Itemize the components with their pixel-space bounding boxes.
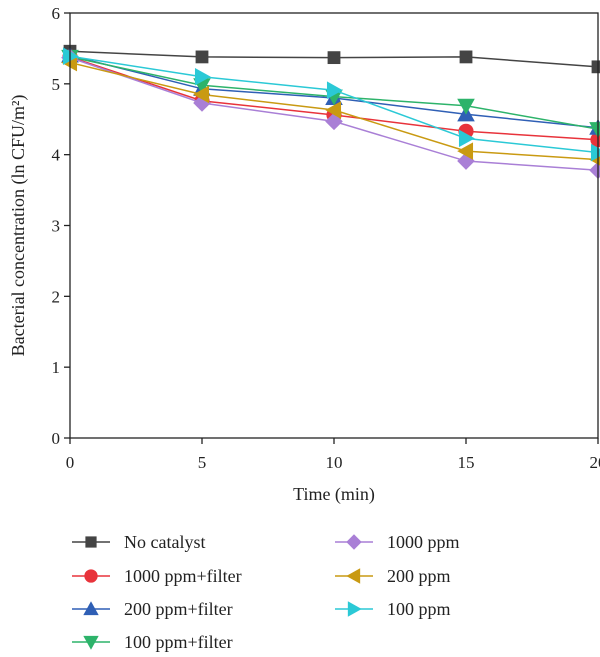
legend-label: 1000 ppm+filter (124, 566, 242, 586)
x-tick-label: 0 (66, 453, 75, 472)
data-point (195, 50, 209, 64)
legend-item: 200 ppm (335, 566, 451, 586)
data-point (589, 122, 600, 138)
data-point (459, 50, 473, 64)
legend-label: 100 ppm+filter (124, 632, 233, 652)
data-point (325, 101, 342, 119)
y-tick-label: 6 (52, 4, 61, 23)
legend-item: No catalyst (72, 532, 205, 552)
y-tick-label: 3 (52, 217, 61, 236)
plot-area (61, 44, 600, 180)
x-tick-label: 5 (198, 453, 207, 472)
y-tick-label: 4 (52, 146, 61, 165)
y-tick-label: 1 (52, 358, 61, 377)
data-point (62, 47, 79, 66)
data-point (326, 81, 343, 100)
legend-marker (85, 536, 97, 548)
legend-marker (347, 601, 362, 617)
legend-marker (346, 568, 361, 584)
legend-label: 200 ppm (387, 566, 451, 586)
legend-item: 200 ppm+filter (72, 599, 233, 619)
x-axis-title: Time (min) (293, 484, 375, 505)
legend-marker (83, 601, 99, 616)
data-point (457, 142, 474, 160)
x-tick-label: 15 (458, 453, 475, 472)
y-tick-label: 5 (52, 75, 61, 94)
legend-marker (346, 534, 362, 550)
legend-item: 1000 ppm+filter (72, 566, 242, 586)
data-point (457, 152, 475, 170)
legend-marker (84, 569, 98, 583)
legend-label: No catalyst (124, 532, 205, 552)
y-tick-label: 2 (52, 287, 61, 306)
y-axis-title: Bacterial concentration (ln CFU/m²) (8, 95, 29, 357)
data-point (591, 60, 600, 74)
data-point (457, 98, 475, 115)
legend-item: 1000 ppm (335, 532, 460, 552)
data-point (589, 161, 600, 180)
data-point (458, 129, 475, 148)
series-no-catalyst (63, 44, 600, 74)
legend-label: 1000 ppm (387, 532, 460, 552)
data-point (327, 51, 341, 65)
legend-item: 100 ppm (335, 599, 451, 619)
legend-label: 100 ppm (387, 599, 451, 619)
plot-frame (69, 12, 599, 439)
x-tick-label: 20 (590, 453, 600, 472)
legend: No catalyst 1000 ppm+filter 200 ppm+filter… (72, 532, 460, 652)
x-tick-label: 10 (326, 453, 343, 472)
data-point (194, 67, 211, 86)
axes: 0 5 10 15 20 0 1 2 3 4 5 6 (52, 4, 600, 472)
legend-label: 200 ppm+filter (124, 599, 233, 619)
legend-item: 100 ppm+filter (72, 632, 233, 652)
series-200-ppm (61, 53, 600, 166)
y-tick-label: 0 (52, 429, 61, 448)
data-point (193, 85, 210, 104)
legend-marker (83, 635, 99, 650)
